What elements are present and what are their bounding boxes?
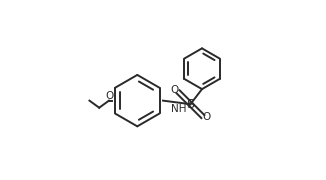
Text: O: O — [203, 112, 211, 122]
Text: O: O — [171, 85, 179, 95]
Text: S: S — [186, 98, 195, 111]
Text: O: O — [106, 91, 114, 101]
Text: NH: NH — [171, 104, 187, 114]
